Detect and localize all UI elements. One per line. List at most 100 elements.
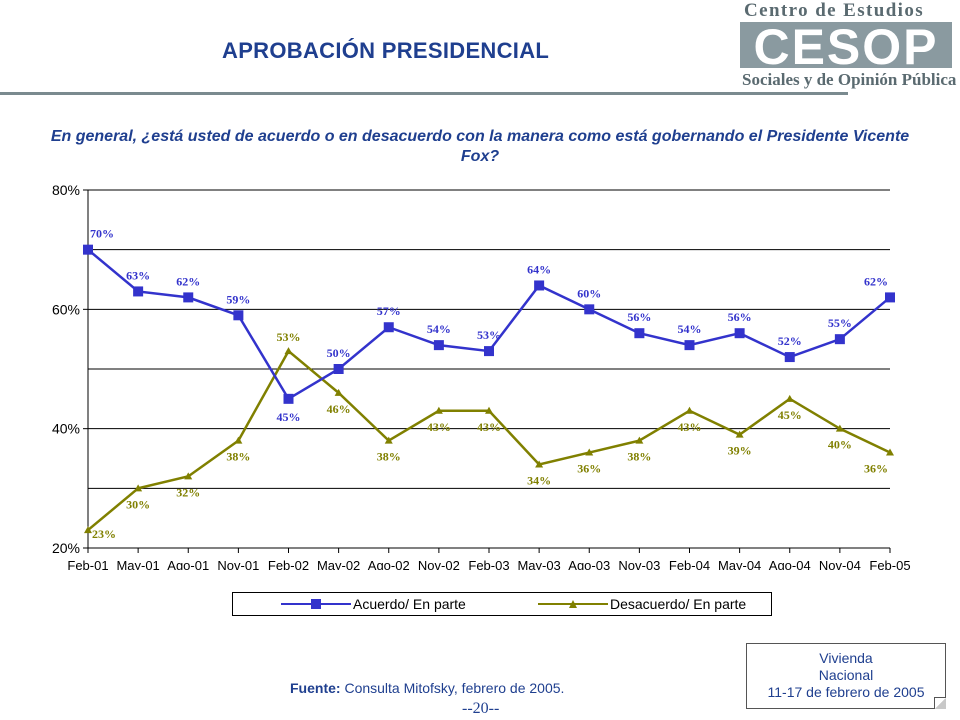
- x-tick-label: May-03: [517, 558, 560, 570]
- data-label-acuerdo: 45%: [277, 410, 301, 424]
- data-label-acuerdo: 52%: [778, 334, 802, 348]
- data-label-acuerdo: 55%: [828, 316, 852, 330]
- marker-desacuerdo: [384, 436, 393, 444]
- marker-desacuerdo: [685, 406, 694, 414]
- marker-acuerdo: [534, 280, 545, 291]
- data-label-acuerdo: 59%: [226, 292, 250, 306]
- data-label-desacuerdo: 32%: [176, 485, 200, 499]
- marker-desacuerdo: [485, 406, 493, 414]
- data-label-acuerdo: 54%: [678, 322, 702, 336]
- marker-acuerdo: [83, 244, 93, 255]
- data-label-desacuerdo: 38%: [627, 450, 651, 464]
- data-label-desacuerdo: 53%: [277, 330, 301, 344]
- x-tick-label: Nov-04: [819, 558, 861, 570]
- marker-desacuerdo: [535, 460, 544, 468]
- data-label-desacuerdo: 43%: [678, 420, 702, 434]
- marker-acuerdo: [584, 304, 595, 315]
- marker-desacuerdo: [635, 436, 644, 444]
- y-tick-label: 60%: [52, 301, 80, 317]
- logo-top-text: Centro de Estudios: [744, 0, 925, 21]
- marker-desacuerdo: [886, 448, 894, 456]
- data-label-desacuerdo: 30%: [126, 497, 150, 511]
- x-tick-label: Ago-04: [769, 558, 811, 570]
- data-label-desacuerdo: 43%: [427, 420, 451, 434]
- marker-desacuerdo: [585, 448, 594, 456]
- note-line-1: Vivienda: [819, 650, 873, 666]
- data-label-acuerdo: 63%: [126, 268, 150, 282]
- marker-acuerdo: [784, 352, 795, 363]
- data-label-acuerdo: 56%: [728, 310, 752, 324]
- data-label-desacuerdo: 36%: [577, 462, 601, 476]
- x-tick-label: Nov-01: [217, 558, 259, 570]
- cesop-logo: Centro de Estudios CESOP Sociales y de O…: [736, 0, 960, 96]
- marker-acuerdo: [133, 286, 144, 297]
- marker-desacuerdo: [835, 424, 844, 432]
- data-label-acuerdo: 57%: [377, 304, 401, 318]
- x-tick-label: May-04: [718, 558, 761, 570]
- x-tick-label: Feb-03: [468, 558, 509, 570]
- title-divider: [0, 92, 848, 95]
- marker-acuerdo: [834, 334, 845, 345]
- data-label-desacuerdo: 38%: [226, 450, 250, 464]
- legend-label-acuerdo: Acuerdo/ En parte: [353, 596, 466, 612]
- data-label-acuerdo: 64%: [527, 262, 551, 276]
- y-tick-label: 80%: [52, 182, 80, 198]
- page-number: --20--: [462, 700, 500, 717]
- marker-desacuerdo: [84, 526, 92, 534]
- sample-note-box: Vivienda Nacional 11-17 de febrero de 20…: [746, 643, 946, 709]
- y-axis-ticks: 20% 40% 60% 80%: [52, 182, 88, 556]
- marker-desacuerdo: [184, 472, 193, 480]
- x-tick-label: Nov-03: [618, 558, 660, 570]
- marker-desacuerdo: [434, 406, 443, 414]
- x-tick-label: Feb-05: [869, 558, 910, 570]
- data-label-desacuerdo: 43%: [477, 420, 501, 434]
- data-label-desacuerdo: 34%: [527, 473, 551, 487]
- chart-legend: Acuerdo/ En parte Desacuerdo/ En parte: [232, 592, 772, 616]
- data-label-desacuerdo: 39%: [728, 444, 752, 458]
- survey-question: En general, ¿está usted de acuerdo o en …: [50, 128, 910, 165]
- legend-swatch-acuerdo: [281, 599, 351, 609]
- marker-acuerdo: [333, 364, 344, 374]
- x-tick-label: Feb-01: [67, 558, 108, 570]
- data-label-acuerdo: 62%: [176, 274, 200, 288]
- series-markers: [83, 244, 895, 534]
- chart-grid: [88, 189, 890, 489]
- series-line-desacuerdo: [87, 349, 891, 532]
- series-line-acuerdo: [87, 248, 891, 401]
- x-tick-label: Ago-03: [568, 558, 610, 570]
- data-label-desacuerdo: 40%: [828, 438, 852, 452]
- page-title: APROBACIÓN PRESIDENCIAL: [222, 38, 550, 63]
- marker-acuerdo: [484, 346, 494, 357]
- marker-acuerdo: [684, 340, 695, 351]
- y-tick-label: 40%: [52, 421, 80, 437]
- data-label-desacuerdo: 38%: [377, 450, 401, 464]
- legend-label-desacuerdo: Desacuerdo/ En parte: [610, 596, 747, 612]
- data-label-acuerdo: 50%: [327, 346, 351, 360]
- approval-line-chart: 20%40%60%80% Feb-01 May-01 Ago-01 Nov-01 Feb…: [52, 182, 911, 570]
- legend-swatch-desacuerdo: [538, 600, 608, 608]
- x-tick-label: Feb-04: [669, 558, 710, 570]
- data-label-acuerdo: 70%: [90, 227, 114, 241]
- marker-acuerdo: [283, 393, 294, 404]
- x-axis-ticks: Feb-01 May-01 Ago-01 Nov-01 Feb-02 May-02 Ago-…: [67, 548, 911, 570]
- note-line-2: Nacional: [818, 667, 874, 683]
- marker-acuerdo: [183, 292, 194, 303]
- marker-acuerdo: [885, 292, 895, 303]
- logo-acronym-box: CESOP: [740, 19, 952, 75]
- data-label-acuerdo: 62%: [864, 274, 888, 288]
- marker-desacuerdo: [785, 394, 794, 402]
- data-label-acuerdo: 54%: [427, 322, 451, 336]
- marker-acuerdo: [634, 328, 645, 339]
- x-tick-label: Ago-01: [167, 558, 209, 570]
- source-label: Fuente:: [290, 680, 341, 696]
- marker-desacuerdo: [735, 430, 744, 438]
- note-box-fold: [934, 697, 946, 709]
- marker-desacuerdo: [234, 436, 243, 444]
- data-label-desacuerdo: 36%: [864, 462, 888, 476]
- data-labels: 70% 63% 62% 59% 45% 50% 57% 54% 53% 64% 60% 56% 54% 5…: [90, 227, 888, 541]
- y-tick-label: 20%: [52, 540, 80, 556]
- x-tick-label: Ago-02: [368, 558, 410, 570]
- logo-acronym: CESOP: [753, 19, 939, 75]
- data-label-acuerdo: 60%: [577, 286, 601, 300]
- marker-acuerdo: [734, 328, 745, 339]
